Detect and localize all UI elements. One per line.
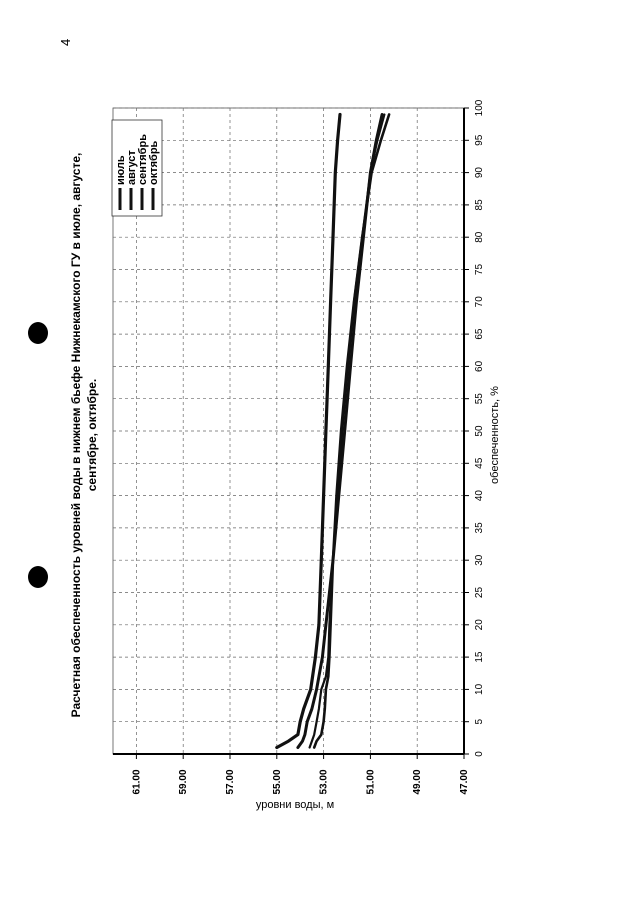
- x-axis-label: обеспеченность, %: [489, 386, 501, 484]
- x-tick-label-70: 70: [474, 296, 485, 308]
- series-line-1: [275, 112, 342, 750]
- x-tick-label-15: 15: [474, 651, 485, 663]
- x-tick-label-50: 50: [474, 425, 485, 437]
- chart-title-line-1: Расчетная обеспеченность уровней воды в …: [69, 153, 83, 718]
- x-tick-label-95: 95: [474, 134, 485, 146]
- series-lines: [275, 112, 391, 750]
- x-tick-label-65: 65: [474, 328, 485, 340]
- x-tick-label-20: 20: [474, 619, 485, 631]
- x-tick-label-75: 75: [474, 264, 485, 276]
- x-tick-label-5: 5: [474, 718, 485, 724]
- x-tick-label-90: 90: [474, 167, 485, 179]
- y-tick-label-55: 55.00: [272, 769, 283, 794]
- x-tick-label-80: 80: [474, 231, 485, 243]
- legend-label-2: август: [126, 150, 138, 185]
- punch-hole-bottom: [28, 566, 48, 588]
- x-tick-label-60: 60: [474, 360, 485, 372]
- y-tick-label-47: 47.00: [459, 769, 470, 794]
- x-axis-ticks: 0 5 10 15 20 25 30 35 40 45 50 55 60 65 70 75 80 85 90 95 10…: [463, 99, 485, 757]
- legend-label-1: июль: [115, 155, 127, 185]
- chart-title-line-2: сентябре, октябре.: [85, 379, 99, 492]
- y-tick-label-57: 57.00: [225, 769, 236, 794]
- legend-label-3: сентябрь: [137, 134, 149, 185]
- x-tick-label-85: 85: [474, 199, 485, 211]
- y-tick-label-51: 51.00: [365, 769, 376, 794]
- legend: июль август сентябрь октябрь: [111, 119, 163, 217]
- x-tick-label-35: 35: [474, 522, 485, 534]
- x-tick-label-100: 100: [474, 99, 485, 116]
- y-axis-ticks: 47.00 49.00 51.00 53.00 55.00 57.00 59.00 61.00: [113, 753, 470, 795]
- punch-hole-top: [28, 322, 48, 344]
- y-tick-label-49: 49.00: [412, 769, 423, 794]
- x-tick-label-55: 55: [474, 393, 485, 405]
- grid-lines: [113, 107, 464, 754]
- x-tick-label-45: 45: [474, 457, 485, 469]
- series-line-4: [312, 113, 391, 749]
- x-tick-label-10: 10: [474, 683, 485, 695]
- x-tick-label-0: 0: [474, 751, 485, 757]
- legend-label-4: октябрь: [148, 140, 160, 185]
- y-tick-label-61: 61.00: [131, 769, 142, 794]
- y-axis-label: уровни воды, м: [256, 799, 334, 811]
- y-tick-label-59: 59.00: [178, 769, 189, 794]
- y-tick-label-53: 53.00: [319, 769, 330, 794]
- x-tick-label-30: 30: [474, 554, 485, 566]
- x-tick-label-40: 40: [474, 490, 485, 502]
- x-tick-label-25: 25: [474, 587, 485, 599]
